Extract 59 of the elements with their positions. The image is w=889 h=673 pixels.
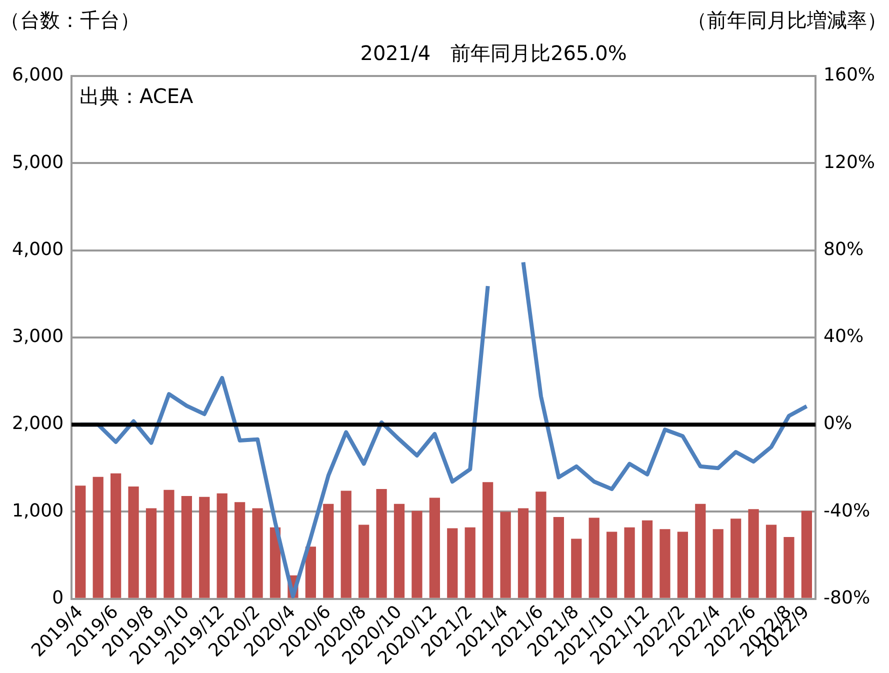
bar (92, 476, 104, 598)
bar (695, 504, 706, 598)
bar (412, 510, 422, 598)
y-axis-title: （台数：千台） (0, 8, 140, 32)
y-tick-label: 1,000 (12, 500, 64, 522)
bar (181, 496, 192, 598)
annotation: 出典：ACEA (80, 84, 194, 108)
y2-tick-label: 40% (824, 326, 864, 348)
bar (252, 508, 263, 598)
y-tick-label: 6,000 (12, 64, 64, 86)
bar (164, 490, 174, 598)
bar (429, 498, 440, 598)
bar (75, 486, 86, 598)
bar (110, 473, 122, 598)
y-tick-label: 0 (52, 588, 64, 609)
y-tick-label: 3,000 (12, 326, 64, 348)
bar (464, 527, 476, 598)
bar (358, 524, 370, 598)
bar (234, 502, 246, 598)
bar (748, 509, 759, 598)
y2-tick-label: -80% (824, 588, 870, 609)
y2-axis-title: （前年同月比増減率） (687, 8, 887, 32)
bar (518, 508, 529, 598)
bar (270, 527, 281, 598)
bar (624, 527, 635, 598)
bar (553, 516, 564, 598)
y2-tick-label: 120% (824, 152, 876, 173)
bar (323, 504, 334, 598)
bar (199, 496, 210, 598)
bar (482, 482, 494, 598)
y2-tick-label: 0% (824, 413, 852, 434)
bar (216, 493, 228, 598)
bar (730, 518, 742, 598)
bar (146, 508, 157, 598)
y-tick-label: 2,000 (12, 413, 64, 434)
bar (588, 518, 600, 598)
y-tick-label: 4,000 (12, 238, 64, 260)
text: 2021/4 前年同月比265.0% (360, 41, 627, 66)
y2-tick-label: 160% (824, 64, 876, 86)
y2-tick-label: 80% (824, 238, 864, 260)
bar (784, 536, 794, 598)
y-tick-label: 5,000 (12, 152, 64, 173)
bar (660, 529, 670, 598)
bar (447, 528, 458, 598)
bar (128, 486, 139, 598)
bar (766, 524, 777, 598)
y2-tick-label: -40% (824, 500, 870, 522)
bar (394, 504, 405, 598)
bar (801, 510, 812, 598)
bar (677, 532, 688, 598)
bar (340, 490, 352, 598)
bar (500, 512, 511, 598)
bar (606, 532, 618, 598)
bar (712, 529, 724, 598)
bar (642, 520, 653, 598)
bar (536, 492, 546, 598)
bar (305, 546, 316, 598)
bar (571, 538, 582, 598)
bar (376, 489, 387, 598)
